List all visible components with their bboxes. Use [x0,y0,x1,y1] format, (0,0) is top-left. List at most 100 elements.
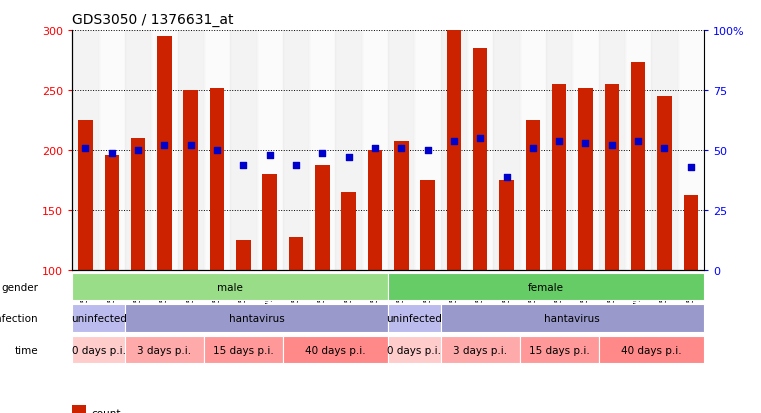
Text: hantavirus: hantavirus [544,313,600,323]
Bar [604,85,619,271]
Bar [283,31,309,271]
Bar [125,31,151,271]
Point [395,145,407,152]
Bar [520,31,546,271]
Bar [336,31,361,271]
Bar [631,63,645,271]
Bar [78,121,93,271]
Bar [283,336,388,363]
Point [474,135,486,142]
Point [317,150,329,157]
Bar [315,165,330,271]
Bar [441,31,467,271]
Point [422,147,434,154]
Bar [520,336,599,363]
Text: 3 days p.i.: 3 days p.i. [453,345,508,355]
Text: 3 days p.i.: 3 days p.i. [137,345,192,355]
Bar [104,156,119,271]
Text: infection: infection [0,313,38,323]
Bar [388,31,415,271]
Text: time: time [14,345,38,355]
Bar [231,31,256,271]
Bar [415,31,441,271]
Bar [677,31,704,271]
Bar [394,141,409,271]
Bar [683,195,698,271]
Point [527,145,539,152]
Text: count: count [91,408,121,413]
Bar [467,31,493,271]
Bar [309,31,336,271]
Bar [578,88,593,271]
Point [553,138,565,145]
Point [290,162,302,169]
Bar [473,49,488,271]
Point [185,142,197,149]
Text: 40 days p.i.: 40 days p.i. [305,345,366,355]
Bar [552,85,566,271]
Bar [99,31,125,271]
Bar [125,305,388,332]
Bar [288,237,303,271]
Point [447,138,460,145]
Bar [342,192,356,271]
Point [579,140,591,147]
Bar [526,121,540,271]
Point [632,138,645,145]
Point [106,150,118,157]
Bar [204,336,283,363]
Text: uninfected: uninfected [387,313,442,323]
Bar [210,88,224,271]
Bar [125,336,204,363]
Text: 0 days p.i.: 0 days p.i. [72,345,126,355]
Bar [625,31,651,271]
Bar [131,139,145,271]
Bar [151,31,177,271]
Point [237,162,250,169]
Bar [447,31,461,271]
Text: 15 days p.i.: 15 days p.i. [529,345,590,355]
Text: 0 days p.i.: 0 days p.i. [387,345,441,355]
Bar [72,31,99,271]
Bar [236,240,250,271]
Point [263,152,275,159]
Bar [493,31,520,271]
Point [685,164,697,171]
Point [132,147,144,154]
Bar [388,305,441,332]
Bar [204,31,231,271]
Bar [183,91,198,271]
Text: GDS3050 / 1376631_at: GDS3050 / 1376631_at [72,13,234,27]
Bar [658,97,672,271]
Text: male: male [217,282,244,292]
Text: female: female [528,282,564,292]
Point [658,145,670,152]
Bar [72,273,388,301]
Bar [177,31,204,271]
Text: 40 days p.i.: 40 days p.i. [621,345,682,355]
Bar [361,31,388,271]
Text: gender: gender [1,282,38,292]
Point [369,145,381,152]
Bar [546,31,572,271]
Bar [368,151,382,271]
Bar [441,336,520,363]
Bar [599,31,625,271]
Text: uninfected: uninfected [71,313,126,323]
Point [79,145,91,152]
Bar [599,336,704,363]
Text: 15 days p.i.: 15 days p.i. [213,345,274,355]
Point [342,154,355,161]
Text: hantavirus: hantavirus [228,313,285,323]
Bar [388,336,441,363]
Bar [263,175,277,271]
Bar [256,31,283,271]
Bar [441,305,704,332]
Bar [158,37,172,271]
Bar [72,336,125,363]
Bar [72,305,125,332]
Point [606,142,618,149]
Bar [499,181,514,271]
Bar [420,181,435,271]
Point [158,142,170,149]
